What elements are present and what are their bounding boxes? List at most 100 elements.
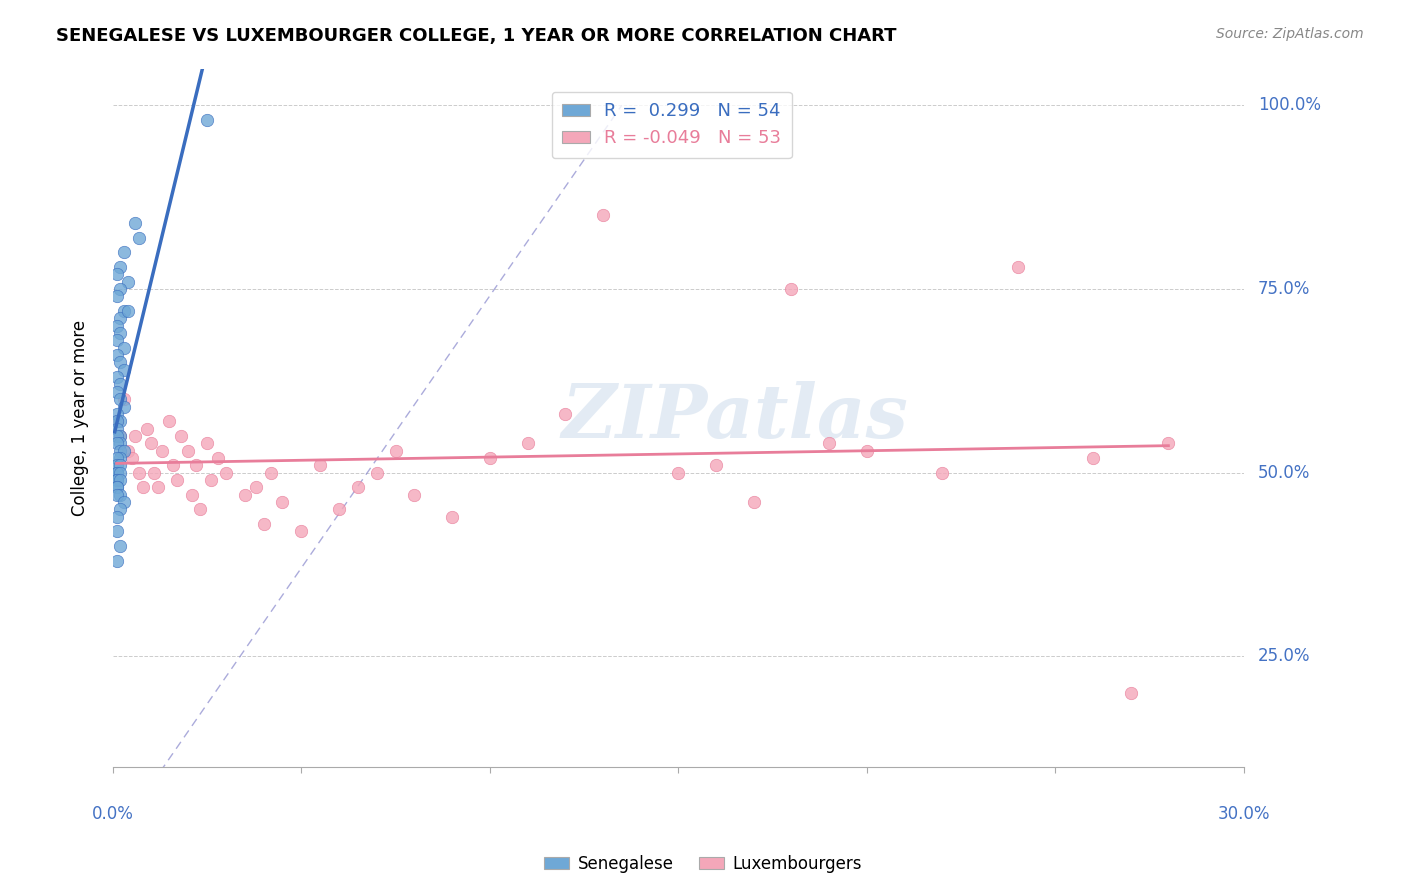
Point (128, 466, 150, 480)
Point (124, 429, 146, 443)
Point (195, 112, 218, 127)
Point (105, 414, 128, 428)
Point (105, 407, 128, 421)
Text: 100.0%: 100.0% (1258, 96, 1320, 114)
Point (592, 209, 614, 223)
Point (105, 466, 128, 480)
Point (1007, 260, 1029, 274)
Point (347, 480, 370, 494)
Y-axis label: College, 1 year or more: College, 1 year or more (72, 319, 89, 516)
Point (110, 355, 132, 369)
Point (105, 480, 128, 494)
Point (441, 509, 464, 524)
Point (666, 466, 689, 480)
Point (112, 443, 135, 458)
Point (177, 443, 200, 458)
Text: Source: ZipAtlas.com: Source: ZipAtlas.com (1216, 27, 1364, 41)
Point (181, 488, 204, 502)
Text: SENEGALESE VS LUXEMBOURGER COLLEGE, 1 YEAR OR MORE CORRELATION CHART: SENEGALESE VS LUXEMBOURGER COLLEGE, 1 YE… (56, 27, 897, 45)
Point (105, 436, 128, 450)
Point (309, 458, 332, 473)
Point (146, 480, 169, 494)
Point (143, 466, 166, 480)
Point (112, 400, 135, 414)
Point (704, 458, 727, 473)
Point (110, 473, 132, 487)
Text: 0.0%: 0.0% (91, 805, 134, 823)
Point (157, 414, 180, 428)
Point (105, 414, 128, 428)
Point (105, 488, 128, 502)
Point (554, 407, 576, 421)
Point (117, 443, 139, 458)
Point (404, 488, 426, 502)
Point (105, 554, 128, 568)
Point (110, 377, 132, 392)
Point (110, 392, 132, 407)
Point (856, 443, 879, 458)
Point (215, 466, 238, 480)
Point (112, 245, 135, 260)
Point (105, 466, 128, 480)
Point (112, 363, 135, 377)
Point (105, 384, 128, 399)
Point (384, 443, 406, 458)
Point (110, 311, 132, 326)
Point (105, 348, 128, 362)
Point (110, 443, 132, 458)
Point (162, 458, 184, 473)
Point (253, 517, 276, 532)
Point (117, 304, 139, 318)
Text: 50.0%: 50.0% (1258, 464, 1310, 482)
Point (516, 436, 538, 450)
Point (150, 443, 173, 458)
Point (1157, 436, 1180, 450)
Point (112, 495, 135, 509)
Point (110, 429, 132, 443)
Point (128, 230, 150, 244)
Point (105, 334, 128, 348)
Legend: R =  0.299   N = 54, R = -0.049   N = 53: R = 0.299 N = 54, R = -0.049 N = 53 (551, 92, 792, 158)
Point (110, 414, 132, 428)
Point (170, 429, 193, 443)
Point (105, 429, 128, 443)
Point (742, 495, 765, 509)
Point (105, 289, 128, 303)
Point (207, 450, 229, 465)
Point (780, 282, 803, 296)
Point (105, 318, 128, 333)
Point (132, 480, 155, 494)
Point (195, 436, 218, 450)
Point (818, 436, 841, 450)
Point (110, 466, 132, 480)
Point (290, 524, 312, 539)
Point (135, 421, 157, 435)
Point (1081, 450, 1104, 465)
Point (110, 539, 132, 553)
Point (105, 509, 128, 524)
Point (110, 502, 132, 516)
Point (139, 436, 162, 450)
Point (328, 502, 350, 516)
Point (1119, 686, 1142, 700)
Legend: Senegalese, Luxembourgers: Senegalese, Luxembourgers (537, 848, 869, 880)
Point (105, 458, 128, 473)
Point (112, 304, 135, 318)
Point (110, 436, 132, 450)
Point (166, 473, 188, 487)
Point (105, 370, 128, 384)
Point (366, 466, 388, 480)
Point (110, 458, 132, 473)
Point (245, 480, 267, 494)
Point (200, 473, 222, 487)
Point (110, 282, 132, 296)
Point (188, 502, 211, 516)
Text: 30.0%: 30.0% (1218, 805, 1270, 823)
Point (110, 450, 132, 465)
Point (184, 458, 207, 473)
Point (112, 341, 135, 355)
Point (117, 275, 139, 289)
Text: 25.0%: 25.0% (1258, 648, 1310, 665)
Point (105, 267, 128, 281)
Point (931, 466, 953, 480)
